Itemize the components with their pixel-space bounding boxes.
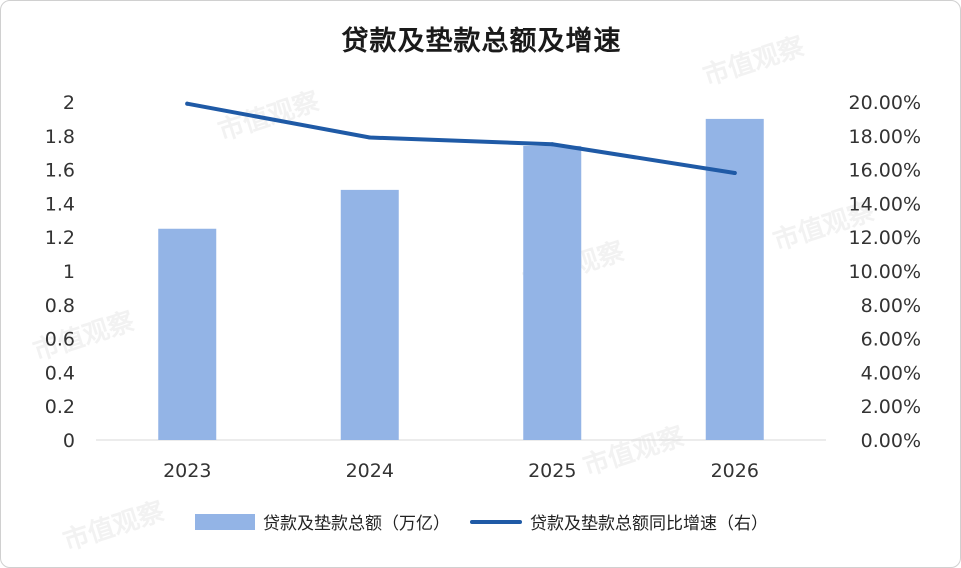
legend-label-bars: 贷款及垫款总额（万亿） bbox=[263, 514, 450, 534]
y-right-tick-label: 2.00% bbox=[861, 396, 921, 418]
legend-swatch-bar bbox=[195, 513, 255, 530]
x-tick-label: 2026 bbox=[711, 460, 759, 482]
y-right-tick-label: 18.00% bbox=[849, 126, 921, 148]
legend-item-line: 贷款及垫款总额同比增速（右） bbox=[470, 509, 768, 534]
legend-swatch-line bbox=[470, 519, 522, 524]
y-right-tick-label: 8.00% bbox=[861, 295, 921, 317]
y-left-tick-label: 1 bbox=[63, 261, 75, 283]
x-tick-label: 2023 bbox=[163, 460, 211, 482]
x-tick-label: 2024 bbox=[346, 460, 394, 482]
y-left-tick-label: 1.6 bbox=[45, 160, 75, 182]
chart-plot: 00.20.40.60.811.21.41.61.820.00%2.00%4.0… bbox=[45, 92, 921, 482]
y-right-tick-label: 20.00% bbox=[849, 92, 921, 114]
y-left-tick-label: 0 bbox=[63, 430, 75, 452]
y-right-tick-label: 12.00% bbox=[849, 227, 921, 249]
y-left-tick-label: 1.4 bbox=[45, 193, 75, 215]
growth-point bbox=[185, 101, 190, 106]
y-right-tick-label: 6.00% bbox=[861, 329, 921, 351]
legend: 贷款及垫款总额（万亿） 贷款及垫款总额同比增速（右） bbox=[1, 509, 960, 534]
bar bbox=[340, 189, 399, 440]
growth-line bbox=[185, 101, 737, 175]
bar bbox=[705, 118, 764, 441]
y-left-tick-label: 0.6 bbox=[45, 329, 75, 351]
bar bbox=[523, 145, 582, 440]
chart-title: 贷款及垫款总额及增速 bbox=[341, 26, 622, 57]
growth-point bbox=[732, 170, 737, 175]
y-left-tick-label: 1.2 bbox=[45, 227, 75, 249]
y-right-tick-label: 16.00% bbox=[849, 160, 921, 182]
y-right-tick-label: 4.00% bbox=[861, 362, 921, 384]
y-right-tick-label: 14.00% bbox=[849, 193, 921, 215]
bar bbox=[158, 228, 217, 440]
growth-point bbox=[367, 135, 372, 140]
y-left-tick-label: 0.4 bbox=[45, 362, 75, 384]
y-left-tick-label: 0.8 bbox=[45, 295, 75, 317]
y-left-tick-label: 2 bbox=[63, 92, 75, 114]
y-right-tick-label: 10.00% bbox=[849, 261, 921, 283]
y-left-tick-label: 0.2 bbox=[45, 396, 75, 418]
legend-label-line: 贷款及垫款总额同比增速（右） bbox=[530, 514, 768, 534]
x-tick-label: 2025 bbox=[528, 460, 576, 482]
legend-item-bars: 贷款及垫款总额（万亿） bbox=[195, 509, 450, 534]
growth-point bbox=[550, 142, 555, 147]
y-left-tick-label: 1.8 bbox=[45, 126, 75, 148]
y-right-tick-label: 0.00% bbox=[861, 430, 921, 452]
